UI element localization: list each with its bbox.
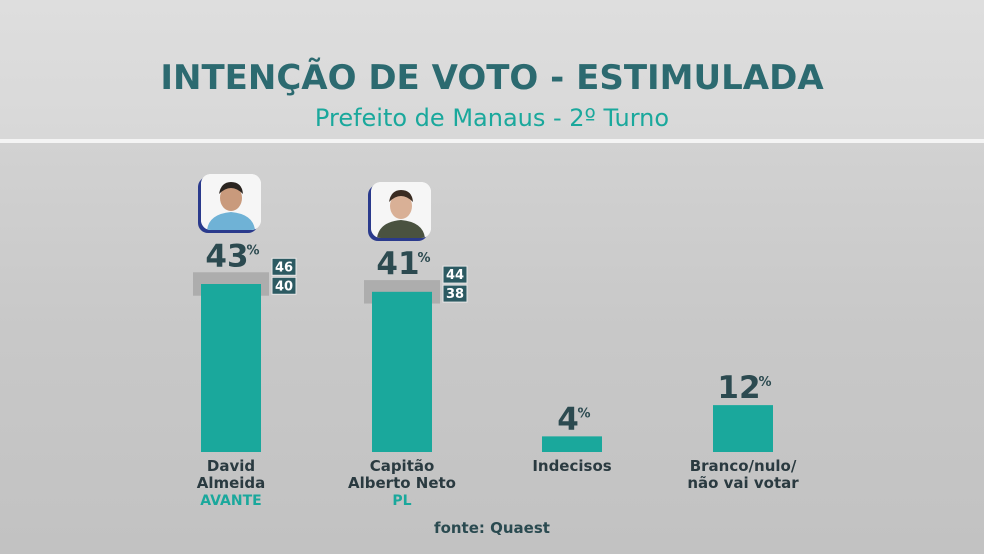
bar <box>542 436 602 452</box>
chart-subtitle: Prefeito de Manaus - 2º Turno <box>314 104 670 132</box>
source-label: fonte: Quaest <box>434 519 550 537</box>
range-high-label: 46 <box>275 260 293 275</box>
unit-label: % <box>758 375 771 390</box>
party-label: PL <box>392 493 411 509</box>
candidate-photo <box>201 174 261 230</box>
range-high-box <box>442 265 468 284</box>
unit-label: % <box>577 406 590 421</box>
range-low-label: 40 <box>275 279 293 294</box>
category-label: Alberto Neto <box>348 474 456 492</box>
category-label: David <box>207 457 255 475</box>
value-label: 43 <box>205 238 248 274</box>
range-high-label: 44 <box>446 268 464 283</box>
unit-label: % <box>417 251 430 266</box>
candidate-photo <box>371 182 431 238</box>
category-label: Branco/nulo/ <box>690 457 797 475</box>
range-low-box <box>442 284 468 303</box>
unit-label: % <box>246 243 259 258</box>
value-label: 4 <box>557 401 579 437</box>
category-label: não vai votar <box>687 474 799 492</box>
value-label: 12 <box>717 370 760 406</box>
party-label: AVANTE <box>200 493 261 509</box>
range-low-label: 38 <box>446 287 464 302</box>
bar <box>713 405 773 452</box>
category-label: Almeida <box>197 474 266 492</box>
range-low-box <box>271 276 297 295</box>
bar <box>201 284 261 452</box>
range-high-box <box>271 257 297 276</box>
value-label: 41 <box>376 246 419 282</box>
header-divider <box>0 139 984 143</box>
bar <box>372 291 432 452</box>
header-band <box>0 0 984 140</box>
category-label: Indecisos <box>532 457 611 475</box>
chart-title: INTENÇÃO DE VOTO - ESTIMULADA <box>160 58 824 98</box>
category-label: Capitão <box>370 457 435 475</box>
